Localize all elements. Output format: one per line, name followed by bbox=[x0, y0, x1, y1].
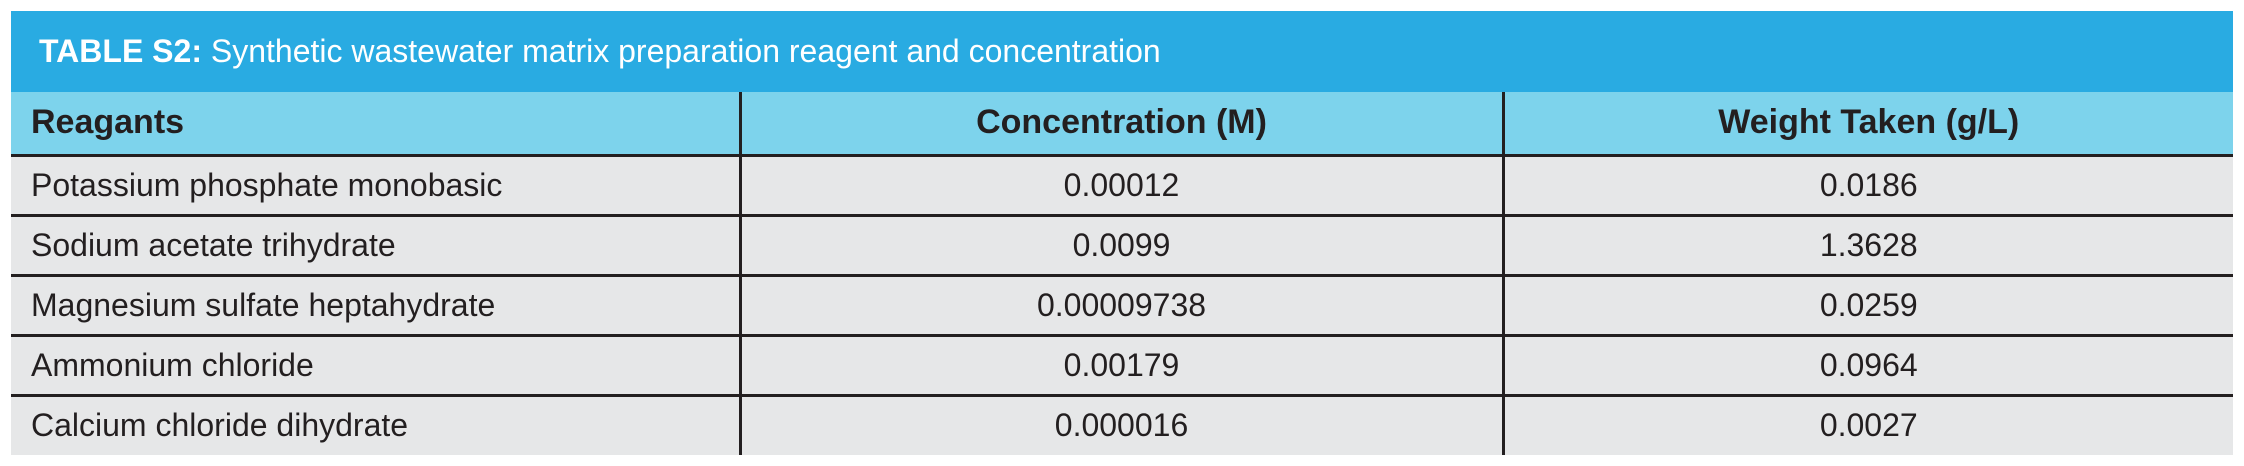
table-title: Synthetic wastewater matrix preparation … bbox=[210, 33, 1161, 69]
table-row: Calcium chloride dihydrate 0.000016 0.0027 bbox=[11, 393, 2233, 455]
column-header: Weight Taken (g/L) bbox=[1501, 92, 2233, 155]
table-label: TABLE S2: bbox=[39, 33, 202, 69]
table-row: Ammonium chloride 0.00179 0.0964 bbox=[11, 333, 2233, 395]
table-cell: 0.0186 bbox=[1501, 153, 2233, 215]
table-cell: Calcium chloride dihydrate bbox=[11, 393, 740, 455]
column-header: Reagants bbox=[11, 92, 740, 155]
table-cell: 0.00009738 bbox=[738, 273, 1503, 335]
table-cell: Potassium phosphate monobasic bbox=[11, 153, 740, 215]
table-cell: 1.3628 bbox=[1501, 213, 2233, 275]
table-cell: 0.0099 bbox=[738, 213, 1503, 275]
table-cell: Magnesium sulfate heptahydrate bbox=[11, 273, 740, 335]
table-row: Potassium phosphate monobasic 0.00012 0.01… bbox=[11, 153, 2233, 215]
table-row: Magnesium sulfate heptahydrate 0.00009738… bbox=[11, 273, 2233, 335]
table-cell: 0.0027 bbox=[1501, 393, 2233, 455]
table-cell: 0.0964 bbox=[1501, 333, 2233, 395]
table-cell: Ammonium chloride bbox=[11, 333, 740, 395]
table-cell: 0.000016 bbox=[738, 393, 1503, 455]
header-row: Reagants Concentration (M) Weight Taken (g… bbox=[11, 92, 2233, 155]
table-row: Sodium acetate trihydrate 0.0099 1.3628 bbox=[11, 213, 2233, 275]
table-cell: 0.0259 bbox=[1501, 273, 2233, 335]
title-bar: TABLE S2: Synthetic wastewater matrix pr… bbox=[11, 11, 2233, 92]
table-body: Potassium phosphate monobasic 0.00012 0.01… bbox=[11, 153, 2233, 455]
table-cell: 0.00012 bbox=[738, 153, 1503, 215]
table: Reagants Concentration (M) Weight Taken (g… bbox=[11, 92, 2233, 455]
table-cell: 0.00179 bbox=[738, 333, 1503, 395]
column-header: Concentration (M) bbox=[738, 92, 1503, 155]
table-figure: TABLE S2: Synthetic wastewater matrix pr… bbox=[11, 11, 2233, 455]
table-cell: Sodium acetate trihydrate bbox=[11, 213, 740, 275]
